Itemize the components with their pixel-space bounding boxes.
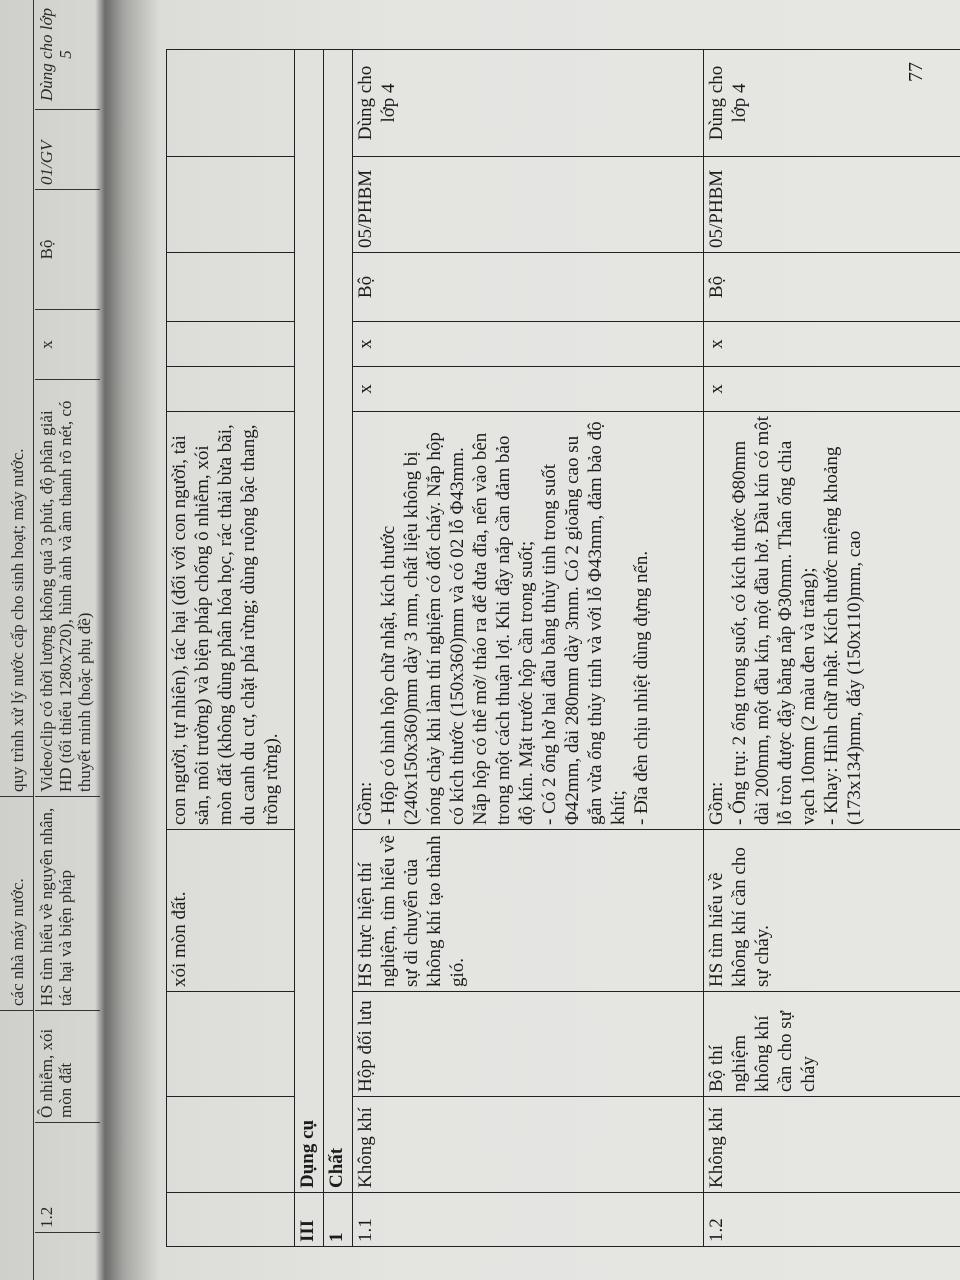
cell-description: Gồm: - Ống trụ: 2 ống trong suốt, có kíc… [703, 411, 960, 830]
prev-purpose-tail: các nhà máy nước. [0, 797, 33, 1011]
cell-subject: Không khí [703, 1096, 960, 1193]
cell-mark-1: x [352, 366, 704, 412]
desc-line: - Khay: Hình chữ nhật. Kích thước miệng … [821, 446, 865, 825]
previous-row-tail: các nhà máy nước. quy trình xử lý nước c… [0, 0, 33, 1280]
divider [33, 0, 34, 1280]
cell-code: 05/PHBM [703, 156, 960, 253]
desc-line: - Có 2 ống hở hai đầu bằng thủy tinh tro… [539, 421, 629, 825]
previous-row: 1.2 Ô nhiễm, xói mòn đất HS tìm hiểu về … [35, 0, 100, 1280]
cell-mark-2: x [703, 321, 960, 367]
cell-mark-1: x [703, 366, 960, 412]
desc-line: Gồm: [706, 781, 727, 825]
cell-stt: 1.1 [352, 1192, 704, 1247]
cell-name: Hộp đối lưu [352, 991, 704, 1097]
section-title: Dụng cụ [294, 49, 324, 1193]
prev-unit: Bộ [35, 190, 100, 310]
prev-subject: Ô nhiễm, xói mòn đất [35, 1011, 100, 1123]
cell-unit: Bộ [352, 252, 704, 322]
cell-mark-2: x [352, 321, 704, 367]
cell-subject: Không khí [352, 1096, 704, 1193]
cell-description: Gồm: - Hộp có hình hộp chữ nhật, kích th… [352, 411, 704, 830]
prev-mark: x [35, 310, 100, 380]
subsection-title: Chất [323, 49, 353, 1193]
desc-line: - Ống trụ: 2 ống trong suốt, có kích thư… [729, 415, 819, 825]
prev-stt: 1.2 [35, 1123, 100, 1233]
cell-code: 05/PHBM [352, 156, 704, 253]
subsection-row: 1 Chất [323, 49, 353, 1247]
prev-purpose: HS tìm hiểu về nguyên nhân, tác hại và b… [35, 797, 100, 1011]
prev-code: 01/GV [35, 110, 100, 190]
desc-line: Gồm: [355, 781, 376, 825]
continuation-row: xói mòn đất. con người, tự nhiên), tác h… [166, 49, 295, 1247]
prev-description: Video/clip có thời lượng không quá 3 phú… [35, 380, 100, 797]
equipment-table: xói mòn đất. con người, tự nhiên), tác h… [166, 49, 960, 1247]
cell-note: Dùng cho lớp 4 [352, 49, 704, 157]
cell-purpose: xói mòn đất. [166, 829, 295, 992]
cell-name: Bộ thí nghiệm không khí cần cho sự cháy [703, 991, 960, 1097]
cell-description: con người, tự nhiên), tác hại (đối với c… [166, 411, 295, 830]
cell-stt: 1.2 [703, 1192, 960, 1247]
desc-line: - Đĩa đèn chịu nhiệt dùng đựng nến. [631, 550, 652, 825]
cell-purpose: HS thực hiện thí nghiệm, tìm hiểu về sự … [352, 829, 704, 992]
table-row: 1.1 Không khí Hộp đối lưu HS thực hiện t… [352, 49, 704, 1247]
page-number: 77 [905, 62, 927, 82]
subsection-number: 1 [323, 1192, 353, 1247]
desc-line: - Hộp có hình hộp chữ nhật, kích thước (… [378, 432, 537, 825]
section-row: III Dụng cụ [294, 49, 324, 1247]
section-number: III [294, 1192, 324, 1247]
previous-page-strip: các nhà máy nước. quy trình xử lý nước c… [0, 0, 100, 1280]
cell-unit: Bộ [703, 252, 960, 322]
table-row: 1.2 Không khí Bộ thí nghiệm không khí cầ… [703, 49, 960, 1247]
prev-desc-tail: quy trình xử lý nước cấp cho sinh hoạt; … [0, 380, 33, 797]
cell-purpose: HS tìm hiểu về không khí cần cho sự cháy… [703, 829, 960, 992]
prev-note: Dùng cho lớp 5 [35, 0, 100, 110]
